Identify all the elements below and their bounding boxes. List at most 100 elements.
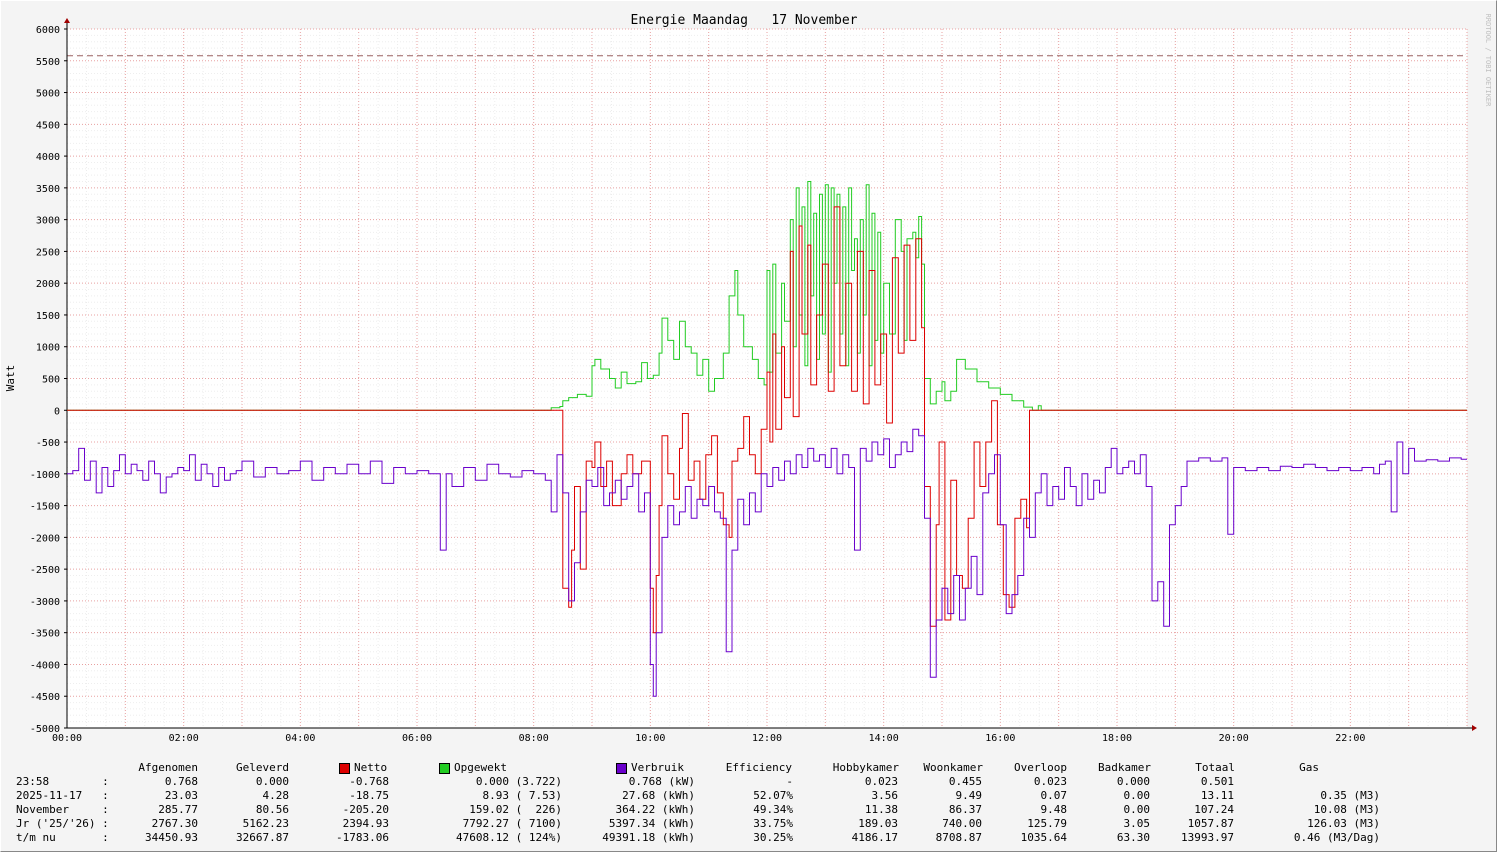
column-header: Hobbykamer — [832, 761, 899, 774]
table-cell: 7792.27 ( 7100) — [462, 817, 562, 830]
x-tick-label: 22:00 — [1335, 733, 1365, 744]
table-cell: 13993.97 — [1181, 831, 1234, 844]
x-tick-label: 06:00 — [402, 733, 432, 744]
x-tick-label: 00:00 — [52, 733, 82, 744]
x-tick-label: 14:00 — [869, 733, 899, 744]
table-cell: 0.768 (kW) — [628, 775, 695, 788]
table-cell: 49.34% — [753, 803, 793, 816]
table-cell: 8.93 ( 7.53) — [482, 789, 562, 802]
table-cell: - — [786, 775, 793, 788]
column-header: Afgenomen — [138, 761, 198, 774]
column-header: Overloop — [1014, 761, 1067, 774]
table-cell: 4.28 — [262, 789, 290, 802]
series-line-verbruik — [67, 428, 1467, 697]
legend-swatch-verbruik — [616, 763, 627, 774]
table-cell: 0.023 — [864, 775, 898, 788]
table-cell: -205.20 — [342, 803, 389, 816]
x-tick-label: 10:00 — [635, 733, 665, 744]
table-cell: 1057.87 — [1187, 817, 1234, 830]
table-cell: 0.501 — [1200, 775, 1234, 788]
x-tick-label: 12:00 — [752, 733, 782, 744]
table-cell: 49391.18 (kWh) — [602, 831, 695, 844]
table-cell: 8708.87 — [935, 831, 982, 844]
table-cell: -1783.06 — [336, 831, 389, 844]
y-tick-label: 1000 — [36, 343, 60, 354]
legend-swatch-netto — [339, 763, 350, 774]
x-tick-label: 18:00 — [1102, 733, 1132, 744]
y-tick-label: 1500 — [36, 311, 60, 322]
y-tick-label: -500 — [36, 438, 60, 449]
y-tick-label: 4500 — [36, 120, 60, 131]
table-cell: 47608.12 ( 124%) — [456, 831, 562, 844]
table-cell: 13.11 — [1200, 789, 1234, 802]
x-axis-arrow — [1472, 725, 1477, 731]
table-cell: 0.455 — [948, 775, 982, 788]
y-axis-label: Watt — [4, 365, 17, 392]
y-tick-label: 3000 — [36, 216, 60, 227]
y-tick-label: -2500 — [30, 565, 60, 576]
table-cell: 34450.93 — [145, 831, 198, 844]
legend-swatch-opgewekt — [439, 763, 450, 774]
table-cell: 5162.23 — [242, 817, 289, 830]
row-label: 23:58 : — [16, 775, 109, 788]
table-cell: 86.37 — [948, 803, 982, 816]
x-tick-label: 20:00 — [1219, 733, 1249, 744]
table-cell: 0.000 — [1116, 775, 1150, 788]
column-header: Totaal — [1195, 761, 1235, 774]
table-cell: 1035.64 — [1020, 831, 1067, 844]
column-header: Badkamer — [1098, 761, 1151, 774]
table-cell: 0.00 — [1123, 803, 1151, 816]
y-tick-label: 5000 — [36, 89, 60, 100]
table-cell: 285.77 — [158, 803, 198, 816]
y-tick-label: -1000 — [30, 470, 60, 481]
column-header: Verbruik — [631, 761, 684, 774]
row-label: November : — [16, 803, 109, 816]
table-cell: 0.023 — [1033, 775, 1067, 788]
energy-chart: Energie Maandag 17 November Watt RRDTOOL… — [4, 13, 1492, 744]
table-cell: 0.35 (M3) — [1320, 789, 1380, 802]
y-tick-label: -4000 — [30, 660, 60, 671]
y-axis-arrow — [64, 18, 70, 23]
column-header: Netto — [354, 761, 388, 774]
x-tick-label: 04:00 — [285, 733, 315, 744]
table-cell: 32667.87 — [236, 831, 289, 844]
column-header: Geleverd — [236, 761, 289, 774]
table-cell: 0.07 — [1040, 789, 1068, 802]
rrdtool-watermark: RRDTOOL / TOBI OETIKER — [1484, 14, 1492, 108]
row-label: t/m nu : — [16, 831, 109, 844]
series-line-netto — [67, 206, 1467, 634]
y-tick-label: 0 — [54, 406, 60, 417]
column-header: Efficiency — [725, 761, 792, 774]
table-cell: 189.03 — [858, 817, 898, 830]
y-tick-label: -1500 — [30, 502, 60, 513]
table-cell: 3.05 — [1123, 817, 1151, 830]
row-label: 2025-11-17 : — [16, 789, 109, 802]
y-tick-label: -5000 — [30, 724, 60, 735]
table-cell: 11.38 — [864, 803, 898, 816]
x-tick-label: 16:00 — [985, 733, 1015, 744]
table-cell: 27.68 (kWh) — [622, 789, 695, 802]
table-cell: 80.56 — [255, 803, 289, 816]
table-cell: 2394.93 — [342, 817, 389, 830]
table-cell: 10.08 (M3) — [1313, 803, 1380, 816]
table-cell: 364.22 (kWh) — [615, 803, 695, 816]
table-cell: 63.30 — [1116, 831, 1150, 844]
y-tick-label: 6000 — [36, 25, 60, 36]
table-cell: 107.24 — [1194, 803, 1234, 816]
table-cell: -0.768 — [349, 775, 389, 788]
table-cell: 125.79 — [1027, 817, 1067, 830]
y-tick-label: 500 — [42, 375, 60, 386]
y-tick-label: 4000 — [36, 152, 60, 163]
table-cell: 3.56 — [871, 789, 899, 802]
table-cell: 9.49 — [955, 789, 983, 802]
table-cell: 33.75% — [753, 817, 793, 830]
y-tick-label: 2500 — [36, 247, 60, 258]
table-cell: 0.768 — [164, 775, 198, 788]
column-header: Opgewekt — [454, 761, 507, 774]
column-header: Gas — [1299, 761, 1319, 774]
chart-title: Energie Maandag 17 November — [631, 13, 858, 28]
y-tick-label: 3500 — [36, 184, 60, 195]
table-cell: 0.000 (3.722) — [475, 775, 562, 788]
table-cell: 159.02 ( 226) — [469, 803, 562, 816]
x-tick-label: 02:00 — [169, 733, 199, 744]
